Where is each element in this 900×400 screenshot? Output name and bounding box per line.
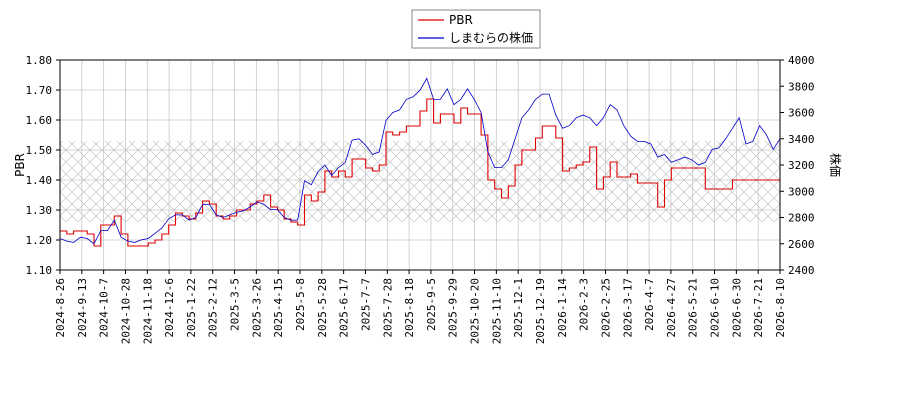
- series-line-stock-price: [59, 77, 781, 245]
- y-right-tick-label: 2400: [788, 264, 815, 277]
- x-tick-label: 2024-11-18: [141, 278, 154, 344]
- x-tick-label: 2025-5-28: [316, 278, 329, 338]
- x-tick-label: 2026-2-3: [578, 278, 591, 331]
- y-right-tick-label: 3600: [788, 107, 815, 120]
- x-tick-label: 2026-4-27: [665, 278, 678, 338]
- x-tick-label: 2025-1-22: [185, 278, 198, 338]
- series-group: [59, 77, 781, 247]
- x-tick-label: 2024-8-26: [54, 278, 67, 338]
- y-left-tick-label: 1.70: [26, 84, 53, 97]
- y-right-tick-label: 3000: [788, 185, 815, 198]
- x-tick-label: 2025-11-10: [490, 278, 503, 344]
- y-left-tick-label: 1.10: [26, 264, 53, 277]
- legend-label: しまむらの株価: [449, 30, 533, 45]
- x-tick-label: 2024-9-13: [76, 278, 89, 338]
- y-right-tick-label: 3400: [788, 133, 815, 146]
- y-left-tick-label: 1.40: [26, 174, 53, 187]
- x-tick-label: 2026-6-10: [709, 278, 722, 338]
- x-tick-label: 2026-1-14: [556, 278, 569, 338]
- y-axis-left: 1.10 1.20 1.30 1.40 1.50 1.60 1.70 1.80: [26, 54, 60, 277]
- y-right-tick-label: 2600: [788, 238, 815, 251]
- x-tick-label: 2026-7-21: [752, 278, 765, 338]
- x-tick-label: 2026-2-25: [599, 278, 612, 338]
- x-tick-label: 2025-12-19: [534, 278, 547, 344]
- x-axis: 2024-8-26 2024-9-13 2024-10-7 2024-10-28 202…: [54, 270, 787, 344]
- x-tick-label: 2024-10-28: [119, 278, 132, 344]
- y-left-tick-label: 1.20: [26, 234, 53, 247]
- y-left-tick-label: 1.60: [26, 114, 53, 127]
- series-line-pbr: [60, 98, 780, 247]
- x-tick-label: 2025-8-18: [403, 278, 416, 338]
- y-axis-right: 2400 2600 2800 3000 3200 3400 3600 3800 4000: [780, 54, 815, 277]
- legend: PBR しまむらの株価: [411, 9, 541, 49]
- x-tick-label: 2026-6-30: [730, 278, 743, 338]
- hatched-band: [60, 141, 780, 222]
- y-right-tick-label: 4000: [788, 54, 815, 67]
- x-tick-label: 2026-4-7: [643, 278, 656, 331]
- legend-label: PBR: [449, 13, 473, 27]
- x-tick-label: 2025-7-28: [381, 278, 394, 338]
- x-tick-label: 2026-8-10: [774, 278, 787, 338]
- y-right-tick-label: 2800: [788, 212, 815, 225]
- y-left-tick-label: 1.30: [26, 204, 53, 217]
- x-tick-label: 2026-5-21: [687, 278, 700, 338]
- y-left-tick-label: 1.80: [26, 54, 53, 67]
- x-tick-label: 2024-12-6: [163, 278, 176, 338]
- x-tick-label: 2025-6-17: [338, 278, 351, 338]
- y-axis-right-title: 株価: [828, 153, 843, 177]
- y-right-tick-label: 3800: [788, 80, 815, 93]
- legend-box: [411, 9, 541, 49]
- y-right-tick-label: 3200: [788, 159, 815, 172]
- x-tick-label: 2025-10-20: [469, 278, 482, 344]
- y-axis-left-title: PBR: [13, 153, 27, 177]
- x-tick-label: 2025-9-29: [447, 278, 460, 338]
- x-tick-label: 2025-9-5: [425, 278, 438, 331]
- x-tick-label: 2025-3-26: [250, 278, 263, 338]
- y-left-tick-label: 1.50: [26, 144, 53, 157]
- x-tick-label: 2025-2-12: [207, 278, 220, 338]
- hatched-range: [60, 141, 780, 222]
- x-tick-label: 2025-12-1: [512, 278, 525, 338]
- x-tick-label: 2025-3-5: [229, 278, 242, 331]
- x-tick-label: 2024-10-7: [98, 278, 111, 338]
- x-tick-label: 2025-5-8: [294, 278, 307, 331]
- x-tick-label: 2025-7-7: [359, 278, 372, 331]
- x-tick-label: 2026-3-17: [621, 278, 634, 338]
- x-tick-label: 2025-4-15: [272, 278, 285, 338]
